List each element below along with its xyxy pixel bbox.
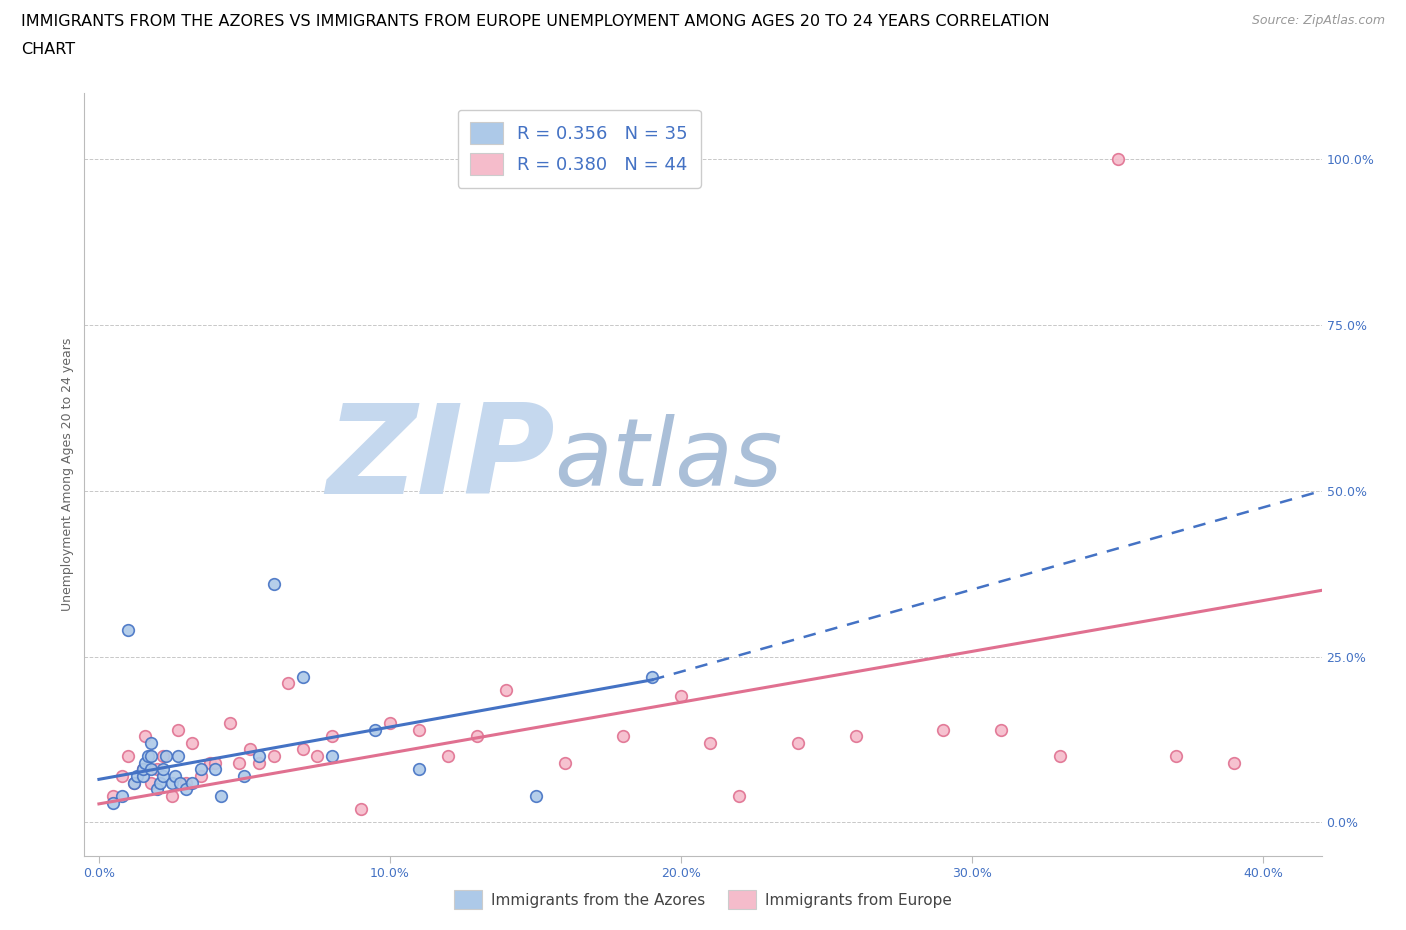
Point <box>181 736 204 751</box>
Point <box>111 768 134 783</box>
Point <box>122 776 145 790</box>
Point <box>152 762 174 777</box>
Point <box>699 736 721 751</box>
Point <box>146 782 169 797</box>
Point <box>495 683 517 698</box>
Point <box>1164 749 1187 764</box>
Point <box>198 755 221 770</box>
Point <box>174 776 197 790</box>
Point <box>134 729 156 744</box>
Point <box>378 715 401 730</box>
Point <box>239 742 262 757</box>
Point <box>190 768 212 783</box>
Point <box>131 762 153 777</box>
Point <box>163 768 186 783</box>
Point <box>155 749 177 764</box>
Point <box>291 742 314 757</box>
Point <box>277 676 299 691</box>
Point <box>233 768 256 783</box>
Point <box>845 729 868 744</box>
Y-axis label: Unemployment Among Ages 20 to 24 years: Unemployment Among Ages 20 to 24 years <box>60 338 75 611</box>
Point <box>149 776 172 790</box>
Point <box>728 789 751 804</box>
Point <box>1223 755 1246 770</box>
Legend: Immigrants from the Azores, Immigrants from Europe: Immigrants from the Azores, Immigrants f… <box>449 884 957 915</box>
Point <box>117 623 139 638</box>
Point <box>125 768 148 783</box>
Point <box>263 749 285 764</box>
Point <box>111 789 134 804</box>
Point <box>152 749 174 764</box>
Text: CHART: CHART <box>21 42 75 57</box>
Point <box>174 782 197 797</box>
Point <box>364 723 387 737</box>
Point <box>181 776 204 790</box>
Point <box>1107 152 1129 166</box>
Point <box>350 802 373 817</box>
Text: ZIP: ZIP <box>326 399 554 520</box>
Point <box>467 729 489 744</box>
Point <box>786 736 808 751</box>
Point <box>204 755 226 770</box>
Point <box>138 749 160 764</box>
Point <box>122 776 145 790</box>
Point <box>131 768 153 783</box>
Point <box>247 749 270 764</box>
Point <box>990 723 1012 737</box>
Point <box>437 749 460 764</box>
Point <box>160 789 183 804</box>
Point <box>204 762 226 777</box>
Point <box>131 762 153 777</box>
Point <box>219 715 242 730</box>
Point <box>103 789 125 804</box>
Point <box>141 749 163 764</box>
Point <box>169 776 191 790</box>
Point <box>408 762 430 777</box>
Point <box>1049 749 1071 764</box>
Point <box>932 723 955 737</box>
Point <box>612 729 634 744</box>
Point <box>103 795 125 810</box>
Point <box>321 729 343 744</box>
Point <box>554 755 576 770</box>
Point <box>117 749 139 764</box>
Point <box>160 776 183 790</box>
Point <box>134 755 156 770</box>
Legend: R = 0.356   N = 35, R = 0.380   N = 44: R = 0.356 N = 35, R = 0.380 N = 44 <box>458 110 700 188</box>
Point <box>146 762 169 777</box>
Point <box>321 749 343 764</box>
Point <box>263 577 285 591</box>
Point <box>190 762 212 777</box>
Point <box>524 789 547 804</box>
Point <box>152 768 174 783</box>
Text: Source: ZipAtlas.com: Source: ZipAtlas.com <box>1251 14 1385 27</box>
Point <box>291 669 314 684</box>
Text: IMMIGRANTS FROM THE AZORES VS IMMIGRANTS FROM EUROPE UNEMPLOYMENT AMONG AGES 20 : IMMIGRANTS FROM THE AZORES VS IMMIGRANTS… <box>21 14 1050 29</box>
Point <box>166 723 188 737</box>
Point <box>247 755 270 770</box>
Point <box>669 689 692 704</box>
Point <box>141 736 163 751</box>
Point <box>141 776 163 790</box>
Point <box>209 789 232 804</box>
Point <box>307 749 329 764</box>
Point <box>228 755 250 770</box>
Point <box>166 749 188 764</box>
Point <box>141 762 163 777</box>
Point <box>641 669 664 684</box>
Text: atlas: atlas <box>554 414 783 505</box>
Point <box>408 723 430 737</box>
